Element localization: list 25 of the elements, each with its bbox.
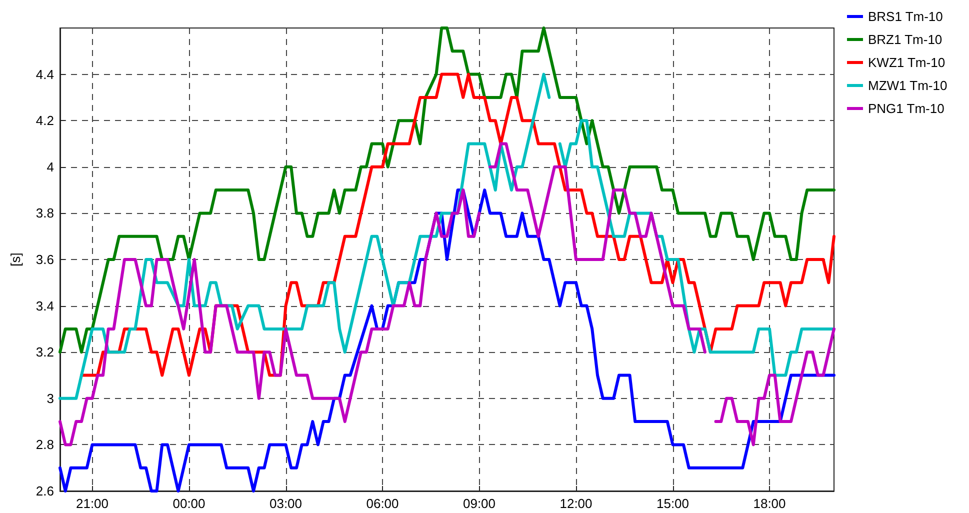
y-tick-label: 4.4 xyxy=(36,66,54,82)
y-axis-title: [s] xyxy=(8,252,23,266)
x-tick-label: 03:00 xyxy=(269,496,302,511)
x-tick-label: 12:00 xyxy=(560,496,592,511)
y-tick-label: 4 xyxy=(46,159,54,174)
legend-label: PNG1 Tm-10 xyxy=(868,101,944,116)
x-tick-label: 15:00 xyxy=(656,496,690,511)
y-tick-label: 2.6 xyxy=(36,484,54,498)
y-tick-label: 3 xyxy=(46,390,54,406)
x-tick-label: 21:00 xyxy=(76,496,109,511)
x-tick-label: 00:00 xyxy=(172,496,206,511)
y-tick-label: 3.8 xyxy=(36,206,54,221)
y-tick-label: 4.2 xyxy=(36,113,54,128)
legend-label: KWZ1 Tm-10 xyxy=(868,55,946,70)
y-tick-label: 2.8 xyxy=(36,437,54,452)
legend-label: BRS1 Tm-10 xyxy=(868,9,943,24)
legend-label: BRZ1 Tm-10 xyxy=(868,32,942,47)
y-tick-label: 3.4 xyxy=(36,298,54,314)
y-tick-label: 3.2 xyxy=(36,344,54,360)
x-tick-label: 18:00 xyxy=(753,496,786,511)
x-tick-label: 09:00 xyxy=(462,496,496,511)
legend-label: MZW1 Tm-10 xyxy=(868,78,948,93)
y-tick-label: 3.6 xyxy=(36,252,54,267)
line-series xyxy=(58,26,836,354)
x-tick-label: 06:00 xyxy=(366,496,399,511)
